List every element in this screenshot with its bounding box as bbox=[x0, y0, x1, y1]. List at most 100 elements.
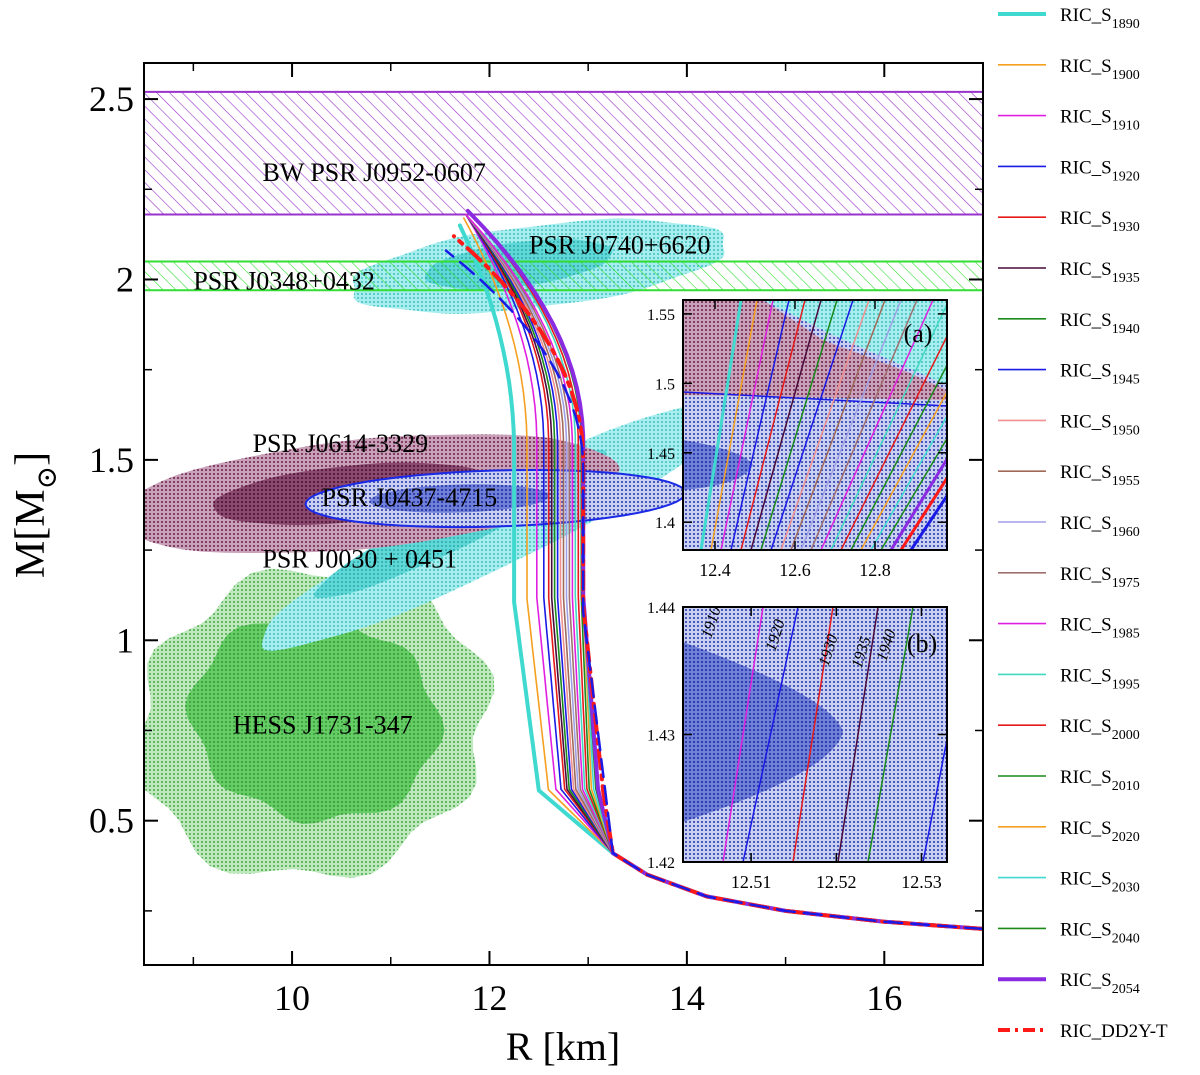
region-j0437-inner bbox=[369, 484, 550, 513]
series-line-ric-s-1930 bbox=[465, 213, 983, 930]
inset-y-tick-label: 1.44 bbox=[647, 600, 675, 617]
series-line-ric-s-1900 bbox=[463, 217, 983, 930]
hatched-bands bbox=[144, 90, 983, 292]
x-tick-label: 16 bbox=[866, 978, 902, 1018]
series-line-ric-s-1890 bbox=[457, 223, 983, 931]
inset-series-line bbox=[899, 475, 947, 550]
band-bw-psr-j0952-0607 bbox=[144, 91, 983, 215]
y-axis-label-sub: ⊙ bbox=[32, 466, 63, 489]
inset-series-line bbox=[840, 334, 947, 550]
y-axis-label-main: M[M bbox=[8, 489, 54, 578]
inset-x-tick-label: 12.53 bbox=[901, 872, 942, 892]
series-line-ric-s-1910 bbox=[465, 213, 983, 930]
y-tick-label: 2 bbox=[116, 259, 134, 299]
legend-label: RIC_S2054 bbox=[1060, 970, 1140, 997]
legend-label: RIC_DD2Y-T bbox=[1060, 1021, 1168, 1042]
series-line-ric-s-1940 bbox=[465, 213, 983, 930]
inset-y-tick-label: 1.4 bbox=[655, 515, 675, 532]
inset-series-line bbox=[740, 300, 806, 550]
inset-region-j0437-core bbox=[683, 642, 843, 822]
inset-series-line bbox=[730, 300, 790, 550]
legend-label: RIC_S1890 bbox=[1060, 5, 1140, 32]
legend-label: RIC_S2030 bbox=[1060, 869, 1140, 896]
inset-a: 12.4 12.6 12.8 1.4 1.45 1.5 1.55 (a) bbox=[647, 299, 948, 580]
inset-region-j0614 bbox=[683, 300, 947, 400]
inset-series-line bbox=[792, 607, 834, 862]
inset-y-tick-label: 1.45 bbox=[647, 446, 675, 463]
inset-y-tick-label: 1.43 bbox=[647, 728, 675, 745]
series-line-ric-s-1985 bbox=[465, 213, 983, 930]
region-label-j0614: PSR J0614-3329 bbox=[253, 429, 429, 458]
inset-x-tick-label: 12.52 bbox=[816, 872, 857, 892]
inset-series-line bbox=[770, 300, 854, 550]
inset-series-line bbox=[750, 300, 822, 550]
legend-label: RIC_S2040 bbox=[1060, 919, 1140, 946]
band-psr-j0348-0432 bbox=[144, 261, 983, 291]
legend-label: RIC_S1995 bbox=[1060, 665, 1140, 692]
inset-series-line bbox=[699, 300, 743, 550]
legend-label: RIC_S1935 bbox=[1060, 259, 1140, 286]
legend-label: RIC_S1930 bbox=[1060, 208, 1140, 235]
main-plot-frame bbox=[143, 62, 984, 966]
legend-label: RIC_S1985 bbox=[1060, 615, 1140, 642]
legend-label: RIC_S1920 bbox=[1060, 157, 1140, 184]
series-line-ric-s-1935 bbox=[465, 213, 983, 930]
series-line-ric-s-2000 bbox=[467, 210, 983, 930]
region-label-j0740: PSR J0740+6620 bbox=[529, 230, 711, 259]
legend-label: RIC_S1900 bbox=[1060, 56, 1140, 83]
x-tick-label: 14 bbox=[669, 978, 705, 1018]
legend-label: RIC_S2010 bbox=[1060, 767, 1140, 794]
inset-series-line bbox=[760, 300, 838, 550]
inset-a-ticks: 12.4 12.6 12.8 1.4 1.45 1.5 1.55 bbox=[647, 300, 947, 580]
legend-label: RIC_S1955 bbox=[1060, 462, 1140, 489]
inset-y-tick-label: 1.42 bbox=[647, 855, 675, 872]
inset-series-line bbox=[909, 493, 947, 550]
inset-region-j0030 bbox=[763, 300, 947, 385]
inset-a-content bbox=[683, 300, 947, 550]
inset-y-tick-label: 1.55 bbox=[647, 307, 675, 324]
band-label-j0348: PSR J0348+0432 bbox=[193, 266, 375, 295]
y-tick-label: 1 bbox=[116, 620, 134, 660]
inset-a-label: (a) bbox=[904, 319, 933, 348]
svg-text:M[M⊙]: M[M⊙] bbox=[8, 452, 63, 578]
main-plot-panel: BW PSR J0952-0607 PSR J0348+0432 HESS J173… bbox=[8, 62, 984, 1069]
series-line-dd2y-t bbox=[444, 249, 983, 931]
legend-label: DD2Y-T bbox=[1060, 1072, 1127, 1075]
inset-series-line bbox=[820, 300, 934, 550]
x-axis-label: R [km] bbox=[506, 1024, 620, 1069]
region-hess-inner bbox=[185, 612, 445, 824]
inset-b-ticks: 12.51 12.52 12.53 1.42 1.43 1.44 bbox=[647, 600, 947, 892]
inset-series-line bbox=[790, 300, 886, 550]
inset-y-tick-label: 1.5 bbox=[655, 376, 675, 393]
legend-label: RIC_S1960 bbox=[1060, 513, 1140, 540]
legend: RIC_S1890 RIC_S1900 RIC_S1910 RIC_S1920 RIC_… bbox=[998, 5, 1168, 1075]
legend-label: RIC_S1910 bbox=[1060, 107, 1140, 134]
legend-label: RIC_S1945 bbox=[1060, 361, 1140, 388]
inset-series-line bbox=[810, 300, 918, 550]
inset-series-line bbox=[867, 607, 914, 862]
x-tick-label: 12 bbox=[471, 978, 507, 1018]
inset-x-tick-label: 12.51 bbox=[731, 872, 772, 892]
inset-series-line bbox=[830, 302, 947, 550]
legend-label: RIC_S2020 bbox=[1060, 818, 1140, 845]
series-line-ric-s-1920 bbox=[465, 213, 983, 930]
inset-series-line bbox=[850, 363, 947, 550]
inset-series-line bbox=[880, 437, 947, 550]
inset-series-line bbox=[889, 456, 947, 550]
inset-series-line bbox=[742, 607, 799, 862]
inset-x-tick-label: 12.6 bbox=[779, 560, 811, 580]
inset-series-line bbox=[870, 414, 947, 550]
inset-x-tick-label: 12.8 bbox=[859, 560, 891, 580]
series-line-ric-s-1975 bbox=[465, 213, 983, 930]
eos-curves bbox=[444, 208, 983, 931]
inset-series-line bbox=[837, 607, 879, 862]
inset-a-frame bbox=[682, 299, 948, 551]
legend-label: RIC_S1950 bbox=[1060, 411, 1140, 438]
y-axis-label: M[M⊙] bbox=[8, 452, 63, 578]
inset-series-line bbox=[860, 390, 947, 550]
region-label-j0437: PSR J0437-4715 bbox=[322, 483, 498, 512]
x-tick-label: 10 bbox=[274, 978, 310, 1018]
